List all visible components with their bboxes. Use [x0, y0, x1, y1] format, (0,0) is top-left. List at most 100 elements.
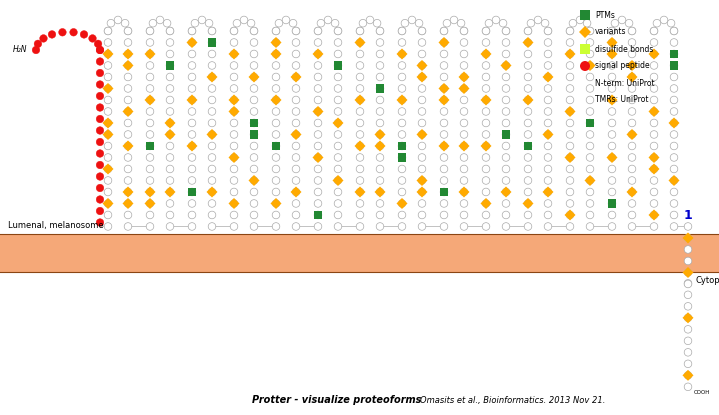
Circle shape	[524, 142, 532, 150]
Circle shape	[502, 96, 510, 104]
Circle shape	[524, 177, 532, 184]
Polygon shape	[500, 60, 511, 71]
Polygon shape	[480, 95, 492, 105]
Circle shape	[502, 73, 510, 81]
Circle shape	[146, 223, 154, 230]
Circle shape	[684, 371, 692, 379]
Polygon shape	[626, 71, 638, 83]
Circle shape	[96, 150, 104, 157]
Circle shape	[317, 20, 325, 27]
Circle shape	[608, 200, 615, 207]
Circle shape	[230, 131, 238, 138]
Circle shape	[124, 73, 132, 81]
Circle shape	[684, 349, 692, 356]
Circle shape	[376, 200, 384, 207]
Circle shape	[273, 211, 280, 219]
Bar	[0, 234, 719, 272]
Circle shape	[398, 107, 406, 115]
Circle shape	[670, 50, 678, 58]
Polygon shape	[186, 140, 198, 151]
Circle shape	[670, 73, 678, 81]
Polygon shape	[249, 71, 260, 83]
Circle shape	[608, 177, 615, 184]
Circle shape	[684, 269, 692, 276]
Circle shape	[96, 127, 104, 134]
Circle shape	[356, 119, 364, 127]
Circle shape	[544, 62, 551, 69]
Polygon shape	[354, 140, 365, 151]
Polygon shape	[145, 186, 155, 198]
Polygon shape	[313, 106, 324, 117]
Circle shape	[544, 119, 551, 127]
Polygon shape	[543, 71, 554, 83]
Circle shape	[292, 85, 300, 92]
Circle shape	[566, 119, 574, 127]
Circle shape	[628, 142, 636, 150]
Circle shape	[230, 154, 238, 161]
Circle shape	[273, 131, 280, 138]
Circle shape	[124, 107, 132, 115]
Circle shape	[356, 73, 364, 81]
Circle shape	[324, 16, 331, 24]
Circle shape	[314, 119, 322, 127]
Circle shape	[146, 27, 154, 35]
Circle shape	[166, 27, 174, 35]
Circle shape	[230, 27, 238, 35]
Circle shape	[230, 85, 238, 92]
Circle shape	[188, 27, 196, 35]
Polygon shape	[229, 198, 239, 209]
Circle shape	[209, 107, 216, 115]
Circle shape	[482, 62, 490, 69]
Circle shape	[443, 20, 451, 27]
Polygon shape	[607, 152, 618, 163]
Circle shape	[282, 16, 290, 24]
Polygon shape	[122, 49, 134, 59]
Circle shape	[440, 107, 448, 115]
Circle shape	[124, 165, 132, 173]
Polygon shape	[416, 71, 428, 83]
Circle shape	[544, 200, 551, 207]
Circle shape	[544, 27, 551, 35]
Circle shape	[273, 200, 280, 207]
Polygon shape	[416, 129, 428, 140]
Circle shape	[188, 142, 196, 150]
Circle shape	[356, 165, 364, 173]
Circle shape	[524, 27, 532, 35]
Circle shape	[356, 154, 364, 161]
Circle shape	[586, 211, 594, 219]
Circle shape	[608, 119, 615, 127]
Circle shape	[398, 131, 406, 138]
Circle shape	[104, 165, 111, 173]
Circle shape	[670, 85, 678, 92]
Circle shape	[247, 20, 255, 27]
Circle shape	[460, 165, 468, 173]
Circle shape	[608, 188, 615, 196]
Circle shape	[493, 16, 500, 24]
Circle shape	[650, 119, 658, 127]
Circle shape	[292, 119, 300, 127]
Circle shape	[586, 27, 594, 35]
Text: disulfide bonds: disulfide bonds	[595, 44, 654, 54]
Circle shape	[230, 73, 238, 81]
Circle shape	[482, 211, 490, 219]
Circle shape	[440, 27, 448, 35]
Circle shape	[166, 131, 174, 138]
Circle shape	[356, 211, 364, 219]
Circle shape	[628, 200, 636, 207]
Circle shape	[188, 188, 196, 196]
Circle shape	[485, 20, 493, 27]
Circle shape	[356, 223, 364, 230]
Circle shape	[670, 177, 678, 184]
Polygon shape	[649, 106, 659, 117]
Circle shape	[650, 211, 658, 219]
Circle shape	[314, 62, 322, 69]
Circle shape	[334, 85, 342, 92]
Polygon shape	[480, 140, 492, 151]
Circle shape	[650, 154, 658, 161]
Circle shape	[401, 20, 408, 27]
Circle shape	[524, 85, 532, 92]
Circle shape	[418, 62, 426, 69]
Polygon shape	[396, 49, 408, 59]
Circle shape	[608, 73, 615, 81]
Circle shape	[146, 119, 154, 127]
